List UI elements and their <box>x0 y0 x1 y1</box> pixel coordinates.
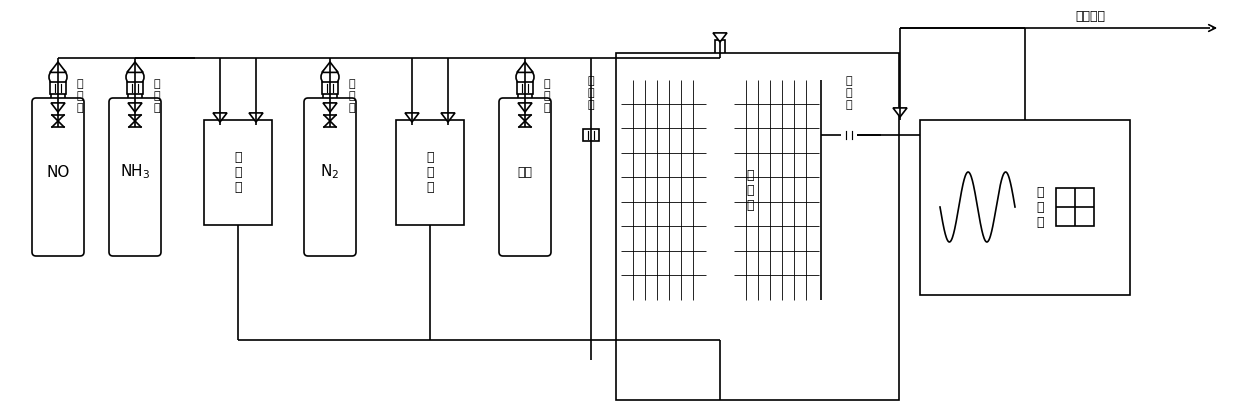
Text: 流
量
计: 流 量 计 <box>77 79 83 113</box>
Polygon shape <box>322 62 339 72</box>
Polygon shape <box>405 113 419 122</box>
Bar <box>715 40 725 60</box>
Text: 混
合
罐: 混 合 罐 <box>427 150 434 194</box>
FancyBboxPatch shape <box>32 98 84 256</box>
Bar <box>322 86 337 102</box>
FancyBboxPatch shape <box>304 98 356 256</box>
Text: 空气: 空气 <box>517 165 532 178</box>
Polygon shape <box>713 33 727 42</box>
Circle shape <box>321 68 339 86</box>
Polygon shape <box>51 103 64 112</box>
Bar <box>920 120 1130 295</box>
Bar <box>517 82 533 94</box>
Text: 流
量
计: 流 量 计 <box>846 76 852 110</box>
Text: 分
析
仪: 分 析 仪 <box>1037 186 1044 228</box>
Circle shape <box>50 68 67 86</box>
Bar <box>616 53 899 400</box>
Polygon shape <box>50 62 66 72</box>
Ellipse shape <box>701 328 740 372</box>
Text: 流
量
计: 流 量 计 <box>588 76 594 110</box>
Bar <box>126 82 143 94</box>
Bar <box>706 80 734 300</box>
Bar <box>518 86 532 102</box>
Text: 混
合
罐: 混 合 罐 <box>234 150 242 194</box>
Polygon shape <box>706 300 734 328</box>
Bar <box>1056 188 1094 226</box>
Polygon shape <box>441 113 455 122</box>
FancyBboxPatch shape <box>498 98 551 256</box>
Polygon shape <box>128 103 143 112</box>
Polygon shape <box>126 62 143 72</box>
Circle shape <box>516 68 534 86</box>
Bar <box>841 129 857 141</box>
Bar <box>128 86 143 102</box>
Bar <box>50 82 66 94</box>
Polygon shape <box>518 103 532 112</box>
Bar <box>51 86 64 102</box>
Bar <box>396 120 464 225</box>
Circle shape <box>126 68 144 86</box>
Bar <box>621 80 706 300</box>
Text: NO: NO <box>46 165 69 179</box>
Bar <box>715 372 725 392</box>
Polygon shape <box>893 108 906 117</box>
Text: 反
应
器: 反 应 器 <box>746 168 754 212</box>
Text: 流
量
计: 流 量 计 <box>154 79 160 113</box>
Text: NH$_3$: NH$_3$ <box>120 163 150 181</box>
Polygon shape <box>213 113 227 122</box>
Bar <box>205 120 272 225</box>
Polygon shape <box>322 103 337 112</box>
Text: N$_2$: N$_2$ <box>320 163 340 181</box>
Bar <box>734 80 818 300</box>
Polygon shape <box>517 62 533 72</box>
Polygon shape <box>249 113 263 122</box>
Bar <box>322 82 339 94</box>
Bar <box>583 129 599 141</box>
FancyBboxPatch shape <box>109 98 161 256</box>
Text: 流
量
计: 流 量 计 <box>348 79 356 113</box>
Text: 流
量
计: 流 量 计 <box>543 79 551 113</box>
Polygon shape <box>706 60 734 80</box>
Text: 废气处理: 废气处理 <box>1075 10 1105 23</box>
